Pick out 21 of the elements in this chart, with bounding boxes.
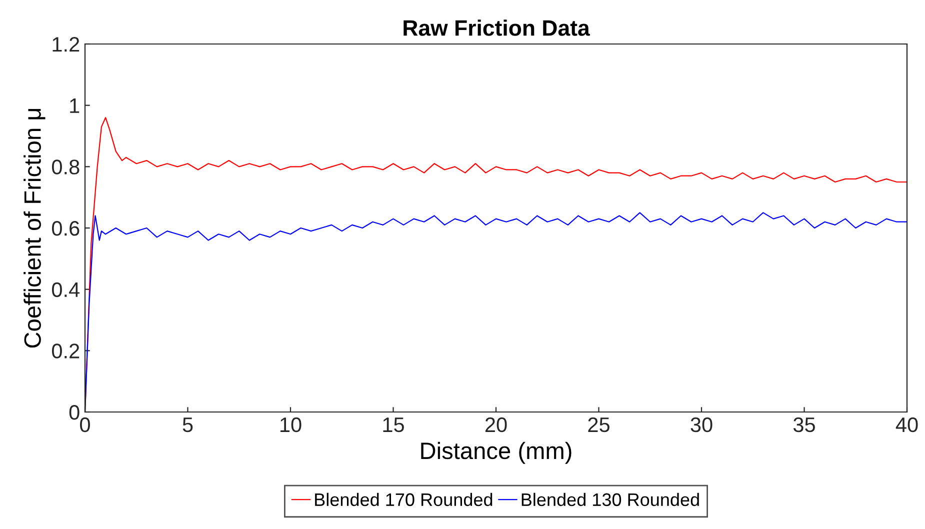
legend-label: Blended 130 Rounded	[522, 492, 699, 506]
y-tick-label: 0.8	[52, 160, 80, 174]
y-tick-label: 1	[70, 98, 80, 113]
x-tick-label: 40	[896, 417, 918, 432]
y-tick-label: 0.6	[52, 221, 80, 236]
x-tick-label: 35	[793, 417, 815, 432]
x-tick-label: 15	[383, 418, 404, 432]
x-tick-label: 10	[280, 417, 302, 432]
x-tick-label: 30	[690, 417, 712, 432]
y-tick-label: 1.2	[52, 37, 80, 52]
x-tick-label: 0	[80, 417, 90, 432]
chart-title: Raw Friction Data	[404, 20, 590, 36]
y-tick-label: 0.4	[52, 282, 80, 298]
x-tick-label: 5	[182, 418, 193, 432]
x-tick-label: 25	[588, 417, 610, 432]
y-tick-label: 0.2	[52, 344, 80, 358]
legend-label: Blended 170 Rounded	[315, 492, 492, 506]
x-axis-title: Distance (mm)	[421, 442, 572, 464]
y-axis-title: Coefficient of Friction μ	[24, 108, 46, 348]
y-tick-label: 0	[69, 405, 80, 420]
x-tick-label: 20	[485, 417, 507, 432]
